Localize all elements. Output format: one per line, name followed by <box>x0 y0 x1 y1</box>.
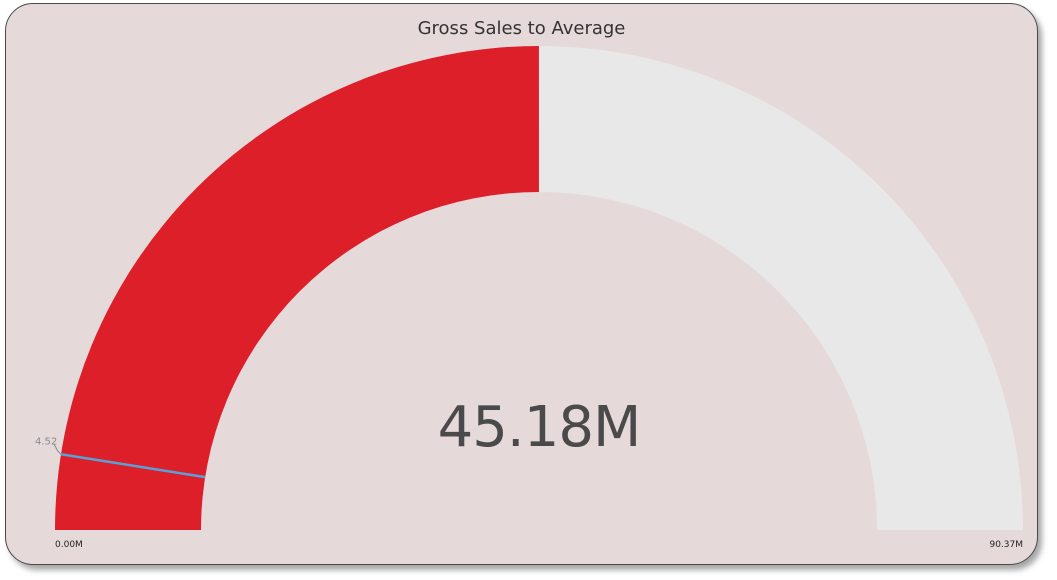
gauge-max-label: 90.37M <box>989 540 1023 550</box>
gauge-fill <box>55 46 539 531</box>
gauge-chart: 4.52 45.18M 0.00M 90.37M <box>35 46 1023 550</box>
target-marker <box>60 453 206 479</box>
gauge-card: Gross Sales to Average 4.52 45.18M 0.00M… <box>5 3 1038 565</box>
target-leader-line <box>53 444 62 455</box>
gauge-min-label: 0.00M <box>55 540 83 550</box>
target-label: 4.52 <box>35 436 57 447</box>
chart-title: Gross Sales to Average <box>417 18 626 39</box>
gauge-value: 45.18M <box>438 395 641 460</box>
